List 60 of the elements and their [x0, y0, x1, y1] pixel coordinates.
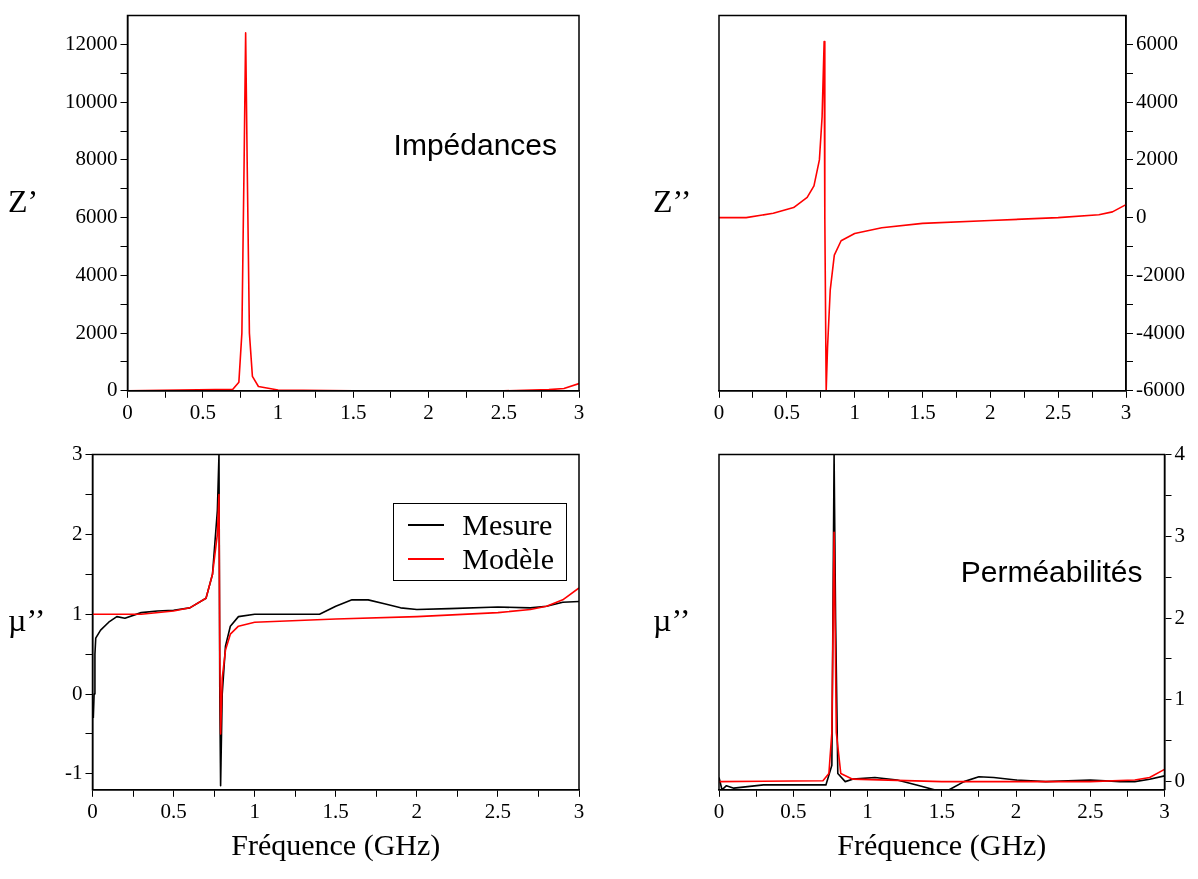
y2-tick-label: 1 [1174, 686, 1185, 711]
x-tick-label: 0.5 [189, 399, 216, 424]
y-axis-title: Z’’ [653, 183, 692, 221]
y2-tick-label: 2 [1174, 604, 1185, 629]
x-tick-label: 3 [573, 399, 585, 424]
y2-tick-label: 6000 [1136, 30, 1179, 55]
y2-tick-label: 4000 [1136, 88, 1179, 113]
x-tick-label: 2 [1010, 798, 1022, 823]
y2-tick-label: -2000 [1136, 261, 1186, 286]
x-tick-label: 0 [713, 798, 725, 823]
y-axis-title: µ’’ [8, 602, 46, 640]
annotation: Perméabilités [960, 555, 1143, 590]
x-tick-label: 2.5 [1045, 399, 1072, 424]
y2-tick-label: 4 [1174, 441, 1186, 466]
y-tick-label: 2 [71, 520, 83, 545]
x-tick-label: 2 [411, 798, 423, 823]
y2-tick-label: 0 [1136, 204, 1147, 229]
y-tick-label: 1 [71, 600, 83, 625]
y-tick-label: 12000 [65, 30, 118, 55]
x-tick-label: 1.5 [340, 399, 367, 424]
legend-label: Mesure [462, 507, 553, 542]
x-tick-label: 2 [985, 399, 996, 424]
y-tick-label: 0 [71, 680, 83, 705]
y2-tick-label: 2000 [1136, 146, 1179, 171]
x-tick-label: 1 [849, 399, 860, 424]
y-tick-label: 6000 [75, 204, 118, 229]
x-tick-label: 1.5 [322, 798, 349, 823]
annotation: Impédances [393, 128, 557, 163]
x-tick-label: 2.5 [1077, 798, 1104, 823]
x-axis-title: Fréquence (GHz) [230, 827, 442, 862]
y2-tick-label: -4000 [1136, 319, 1186, 344]
x-tick-label: 1 [249, 798, 260, 823]
y-tick-label: 8000 [75, 146, 118, 171]
x-tick-label: 1.5 [909, 399, 936, 424]
y-axis-title: µ’’ [653, 602, 691, 640]
y-tick-label: 0 [107, 377, 118, 402]
y2-tick-label: 3 [1174, 522, 1185, 547]
legend-label: Modèle [462, 541, 554, 576]
y2-tick-label: -6000 [1136, 377, 1186, 402]
x-tick-label: 0.5 [773, 399, 800, 424]
x-tick-label: 2.5 [484, 798, 512, 823]
x-tick-label: 3 [1120, 399, 1132, 424]
x-tick-label: 0.5 [780, 798, 807, 823]
x-tick-label: 1.5 [928, 798, 955, 823]
x-tick-label: 3 [573, 798, 585, 823]
y2-tick-label: 0 [1174, 768, 1185, 793]
x-axis-title: Fréquence (GHz) [836, 827, 1048, 862]
x-tick-label: 2.5 [490, 399, 517, 424]
x-tick-label: 3 [1159, 798, 1170, 823]
y-tick-label: 10000 [65, 88, 118, 113]
x-tick-label: 1 [862, 798, 873, 823]
y-tick-label: 4000 [75, 261, 118, 286]
x-tick-label: 1 [272, 399, 284, 424]
x-tick-label: 2 [423, 399, 434, 424]
x-tick-label: 0.5 [160, 798, 187, 823]
y-axis-title: Z’ [8, 183, 39, 221]
y-tick-label: 2000 [75, 319, 118, 344]
x-tick-label: 0 [713, 399, 725, 424]
y-tick-label: 3 [71, 441, 83, 466]
y-tick-label: -1 [64, 760, 83, 785]
